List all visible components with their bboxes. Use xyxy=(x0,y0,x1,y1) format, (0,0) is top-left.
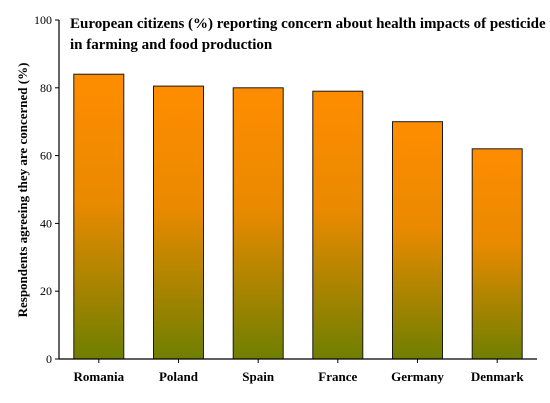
y-tick-label-20: 20 xyxy=(40,284,52,298)
bars-group xyxy=(73,73,523,360)
chart-title: European citizens (%) reporting concern … xyxy=(70,16,550,53)
bar-germany xyxy=(392,121,443,360)
y-tick-label-100: 100 xyxy=(34,13,52,27)
chart-title-line-1: European citizens (%) reporting concern … xyxy=(70,16,550,32)
x-axis: Romania Poland Spain France Germany Denmark xyxy=(59,358,537,384)
y-tick-label-40: 40 xyxy=(40,216,52,230)
y-axis: 0 20 40 60 80 100 xyxy=(34,13,60,366)
x-tick-label-romania: Romania xyxy=(74,369,125,384)
x-tick-label-spain: Spain xyxy=(242,369,275,384)
y-tick-label-60: 60 xyxy=(40,149,52,163)
y-tick-label-80: 80 xyxy=(40,81,52,95)
x-tick-label-denmark: Denmark xyxy=(471,369,524,384)
y-axis-label: Respondents agreeing they are concerned … xyxy=(15,63,30,318)
x-tick-label-france: France xyxy=(318,369,357,384)
bar-france xyxy=(312,90,364,360)
bar-poland xyxy=(153,85,204,360)
x-tick-label-germany: Germany xyxy=(391,369,444,384)
bar-spain xyxy=(232,87,284,360)
x-tick-label-poland: Poland xyxy=(159,369,199,384)
y-tick-label-0: 0 xyxy=(46,352,52,366)
chart-title-line-2: in farming and food production xyxy=(70,37,273,53)
bar-denmark xyxy=(471,148,523,360)
bar-romania xyxy=(73,73,125,360)
